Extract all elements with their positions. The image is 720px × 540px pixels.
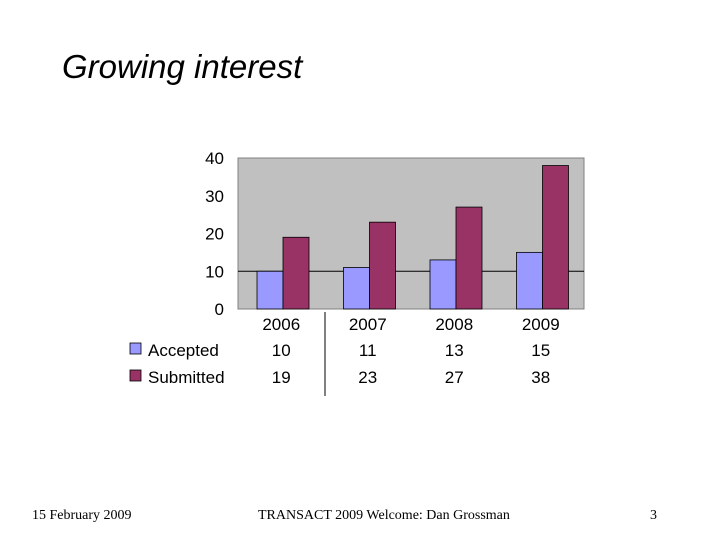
footer-date: 15 February 2009: [32, 508, 132, 523]
slide-title: Growing interest: [62, 48, 303, 85]
bar-accepted-2009: [516, 251, 543, 310]
y-tick-label: 10: [205, 262, 224, 281]
bar-submitted-2009: [542, 165, 569, 310]
x-category-label: 2008: [435, 315, 473, 334]
y-tick-label: 30: [205, 187, 224, 206]
y-tick-label: 20: [205, 225, 224, 244]
x-category-label: 2009: [522, 315, 560, 334]
bar-accepted-2006: [256, 270, 284, 310]
bar-submitted-2008: [455, 206, 483, 310]
bar-accepted-2007: [343, 267, 370, 310]
footer-event: TRANSACT 2009 Welcome: Dan Grossman: [258, 508, 510, 523]
table-value-submitted-2009: 38: [531, 368, 550, 387]
y-tick-label: 0: [215, 300, 224, 319]
table-value-accepted-2007: 11: [359, 341, 377, 360]
bar-submitted-2006: [282, 236, 310, 310]
x-category-label: 2007: [349, 315, 387, 334]
table-value-submitted-2008: 27: [445, 368, 464, 387]
bars: [256, 165, 569, 310]
x-category-label: 2006: [262, 315, 300, 334]
y-tick-label: 40: [205, 149, 224, 168]
footer-page-number: 3: [650, 508, 657, 523]
legend-label-accepted: Accepted: [148, 341, 219, 360]
table-value-accepted-2009: 15: [531, 341, 550, 360]
legend-label-submitted: Submitted: [148, 368, 225, 387]
table-value-submitted-2007: 23: [358, 368, 377, 387]
data-table: 2006 2007 2008 2009 Accepted 10 11 13 15 Submitte…: [129, 312, 560, 396]
table-value-submitted-2006: 19: [272, 368, 291, 387]
table-value-accepted-2006: 10: [272, 341, 291, 360]
legend-swatch-accepted: [129, 342, 142, 355]
bar-submitted-2007: [369, 221, 396, 310]
legend-swatch-submitted: [129, 369, 142, 382]
table-value-accepted-2008: 13: [445, 341, 464, 360]
bar-accepted-2008: [429, 259, 457, 310]
